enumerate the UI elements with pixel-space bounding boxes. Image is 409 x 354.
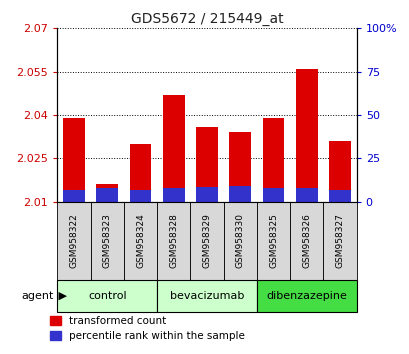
Bar — [262, 188, 284, 202]
Text: GSM958323: GSM958323 — [103, 213, 112, 268]
Bar — [196, 127, 217, 202]
Bar — [328, 190, 350, 202]
Bar — [295, 69, 317, 202]
FancyBboxPatch shape — [124, 202, 157, 280]
Text: GSM958327: GSM958327 — [335, 213, 344, 268]
FancyBboxPatch shape — [256, 202, 290, 280]
Bar — [96, 184, 118, 202]
Bar — [129, 144, 151, 202]
Text: GSM958330: GSM958330 — [235, 213, 244, 268]
FancyBboxPatch shape — [90, 202, 124, 280]
Bar — [328, 141, 350, 202]
Bar — [196, 187, 217, 202]
Text: dibenzazepine: dibenzazepine — [266, 291, 346, 301]
FancyBboxPatch shape — [157, 280, 256, 312]
Bar — [163, 95, 184, 202]
Bar — [229, 186, 250, 202]
Text: ▶: ▶ — [55, 291, 67, 301]
Bar — [63, 190, 85, 202]
Bar — [96, 188, 118, 202]
Text: GSM958324: GSM958324 — [136, 213, 145, 268]
Legend: transformed count, percentile rank within the sample: transformed count, percentile rank withi… — [46, 312, 249, 345]
FancyBboxPatch shape — [157, 202, 190, 280]
Text: bevacizumab: bevacizumab — [169, 291, 244, 301]
Text: control: control — [88, 291, 126, 301]
Bar — [262, 118, 284, 202]
Text: GSM958328: GSM958328 — [169, 213, 178, 268]
FancyBboxPatch shape — [57, 202, 90, 280]
Bar — [129, 190, 151, 202]
Text: agent: agent — [21, 291, 53, 301]
Text: GSM958322: GSM958322 — [70, 213, 79, 268]
Title: GDS5672 / 215449_at: GDS5672 / 215449_at — [130, 12, 283, 26]
Bar — [229, 132, 250, 202]
FancyBboxPatch shape — [323, 202, 356, 280]
Bar — [295, 188, 317, 202]
Text: GSM958325: GSM958325 — [268, 213, 277, 268]
FancyBboxPatch shape — [190, 202, 223, 280]
Text: GSM958326: GSM958326 — [301, 213, 310, 268]
Text: GSM958329: GSM958329 — [202, 213, 211, 268]
FancyBboxPatch shape — [223, 202, 256, 280]
FancyBboxPatch shape — [57, 280, 157, 312]
FancyBboxPatch shape — [290, 202, 323, 280]
FancyBboxPatch shape — [256, 280, 356, 312]
Bar — [63, 118, 85, 202]
Bar — [163, 188, 184, 202]
